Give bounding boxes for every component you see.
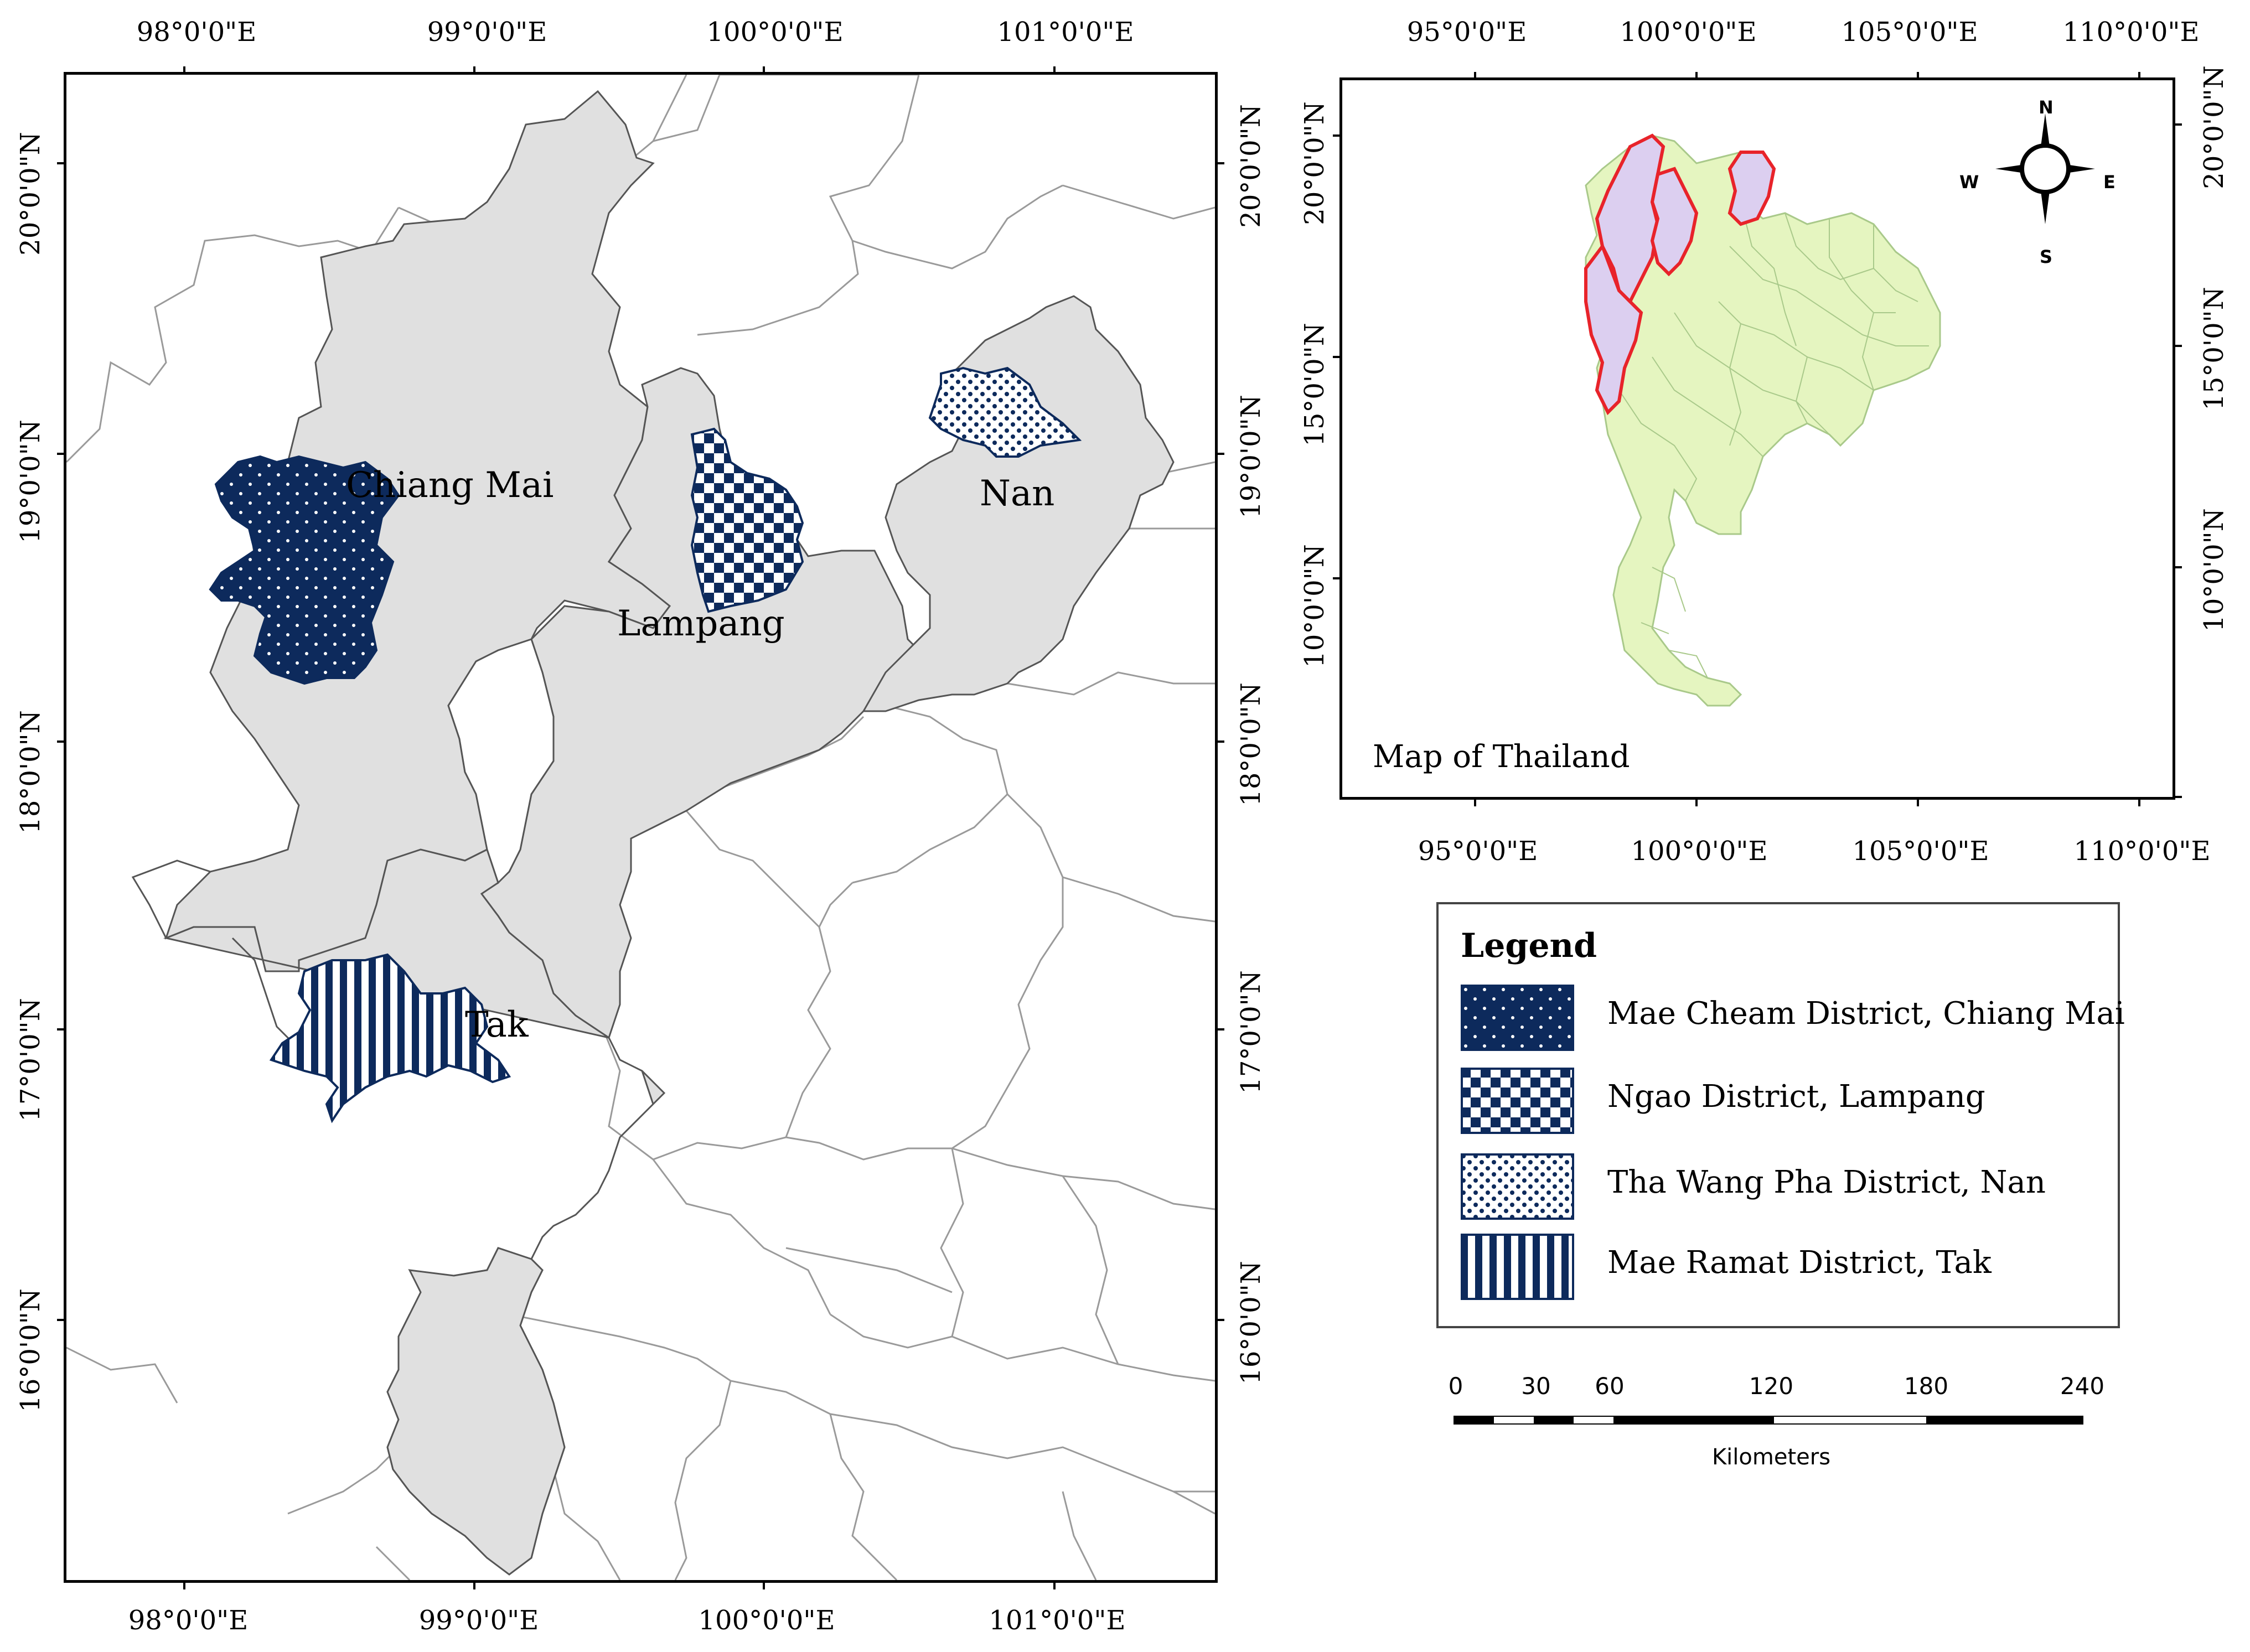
legend-swatch-mae-ramat	[1461, 1234, 1574, 1300]
scale-unit-label: Kilometers	[1711, 1444, 1831, 1470]
inset-x-tick-bottom-3: 105°0'0"E	[1852, 836, 1989, 867]
main-y-tick-left-5: 16°0'0"N	[15, 1288, 46, 1412]
inset-y-tick-left-2: 15°0'0"N	[1299, 323, 1330, 447]
inset-y-tick-right-3: 10°0'0"N	[2199, 508, 2230, 632]
legend-label-tha-wang-pha: Tha Wang Pha District, Nan	[1607, 1164, 2046, 1200]
province-lampang	[480, 367, 932, 1039]
main-y-tick-right-5: 16°0'0"N	[1235, 1261, 1266, 1385]
main-x-tick-top-2: 99°0'0"E	[427, 17, 547, 48]
inset-y-tick-left-1: 20°0'0"N	[1299, 101, 1330, 225]
main-y-tick-left-4: 17°0'0"N	[15, 998, 46, 1122]
inset-map-frame: N S E W Map of Thailand	[1339, 77, 2175, 800]
legend-label-mae-ramat: Mae Ramat District, Tak	[1607, 1245, 1992, 1281]
compass-n-label: N	[2039, 97, 2054, 118]
inset-map-title: Map of Thailand	[1373, 739, 1630, 775]
inset-x-tick-bottom-4: 110°0'0"E	[2073, 836, 2211, 867]
main-x-tick-bottom-3: 100°0'0"E	[698, 1605, 835, 1636]
main-x-tick-bottom-1: 98°0'0"E	[128, 1605, 249, 1636]
scale-tick-120: 120	[1749, 1373, 1794, 1400]
main-y-tick-right-3: 18°0'0"N	[1235, 682, 1266, 806]
inset-x-tick-top-2: 100°0'0"E	[1620, 17, 1757, 48]
highlight-chiang-mai	[1595, 133, 1665, 305]
label-nan: Nan	[980, 473, 1055, 514]
inset-y-tick-right-2: 15°0'0"N	[2199, 287, 2230, 411]
main-y-tick-left-3: 18°0'0"N	[15, 710, 46, 834]
main-map-frame: Chiang Mai Lampang Nan Tak	[64, 72, 1218, 1583]
main-x-tick-top-4: 101°0'0"E	[997, 17, 1134, 48]
main-map-canvas	[66, 75, 1215, 1580]
highlight-nan	[1727, 151, 1776, 226]
scale-tick-30: 30	[1521, 1373, 1551, 1400]
main-y-tick-left-2: 19°0'0"N	[15, 420, 46, 543]
compass-rose-icon	[1995, 113, 2095, 224]
compass-e-label: E	[2103, 172, 2115, 193]
label-tak: Tak	[465, 1004, 529, 1045]
province-tak-south	[386, 1247, 566, 1576]
district-ngao	[690, 427, 804, 613]
label-chiang-mai: Chiang Mai	[346, 465, 554, 506]
inset-x-tick-top-4: 110°0'0"E	[2062, 17, 2200, 48]
legend-title: Legend	[1461, 926, 1597, 965]
main-y-tick-right-1: 20°0'0"N	[1235, 104, 1266, 228]
inset-y-tick-left-3: 10°0'0"N	[1299, 544, 1330, 668]
main-x-tick-bottom-4: 101°0'0"E	[989, 1605, 1126, 1636]
district-tha-wang-pha	[928, 366, 1082, 458]
scale-tick-0: 0	[1448, 1373, 1463, 1400]
main-x-tick-top-3: 100°0'0"E	[706, 17, 844, 48]
inset-x-tick-top-1: 95°0'0"E	[1406, 17, 1527, 48]
main-x-tick-bottom-2: 99°0'0"E	[418, 1605, 539, 1636]
scale-tick-180: 180	[1904, 1373, 1949, 1400]
main-y-tick-left-1: 20°0'0"N	[15, 132, 46, 256]
legend-box: Legend Mae Cheam District, Chiang Mai Ng…	[1436, 902, 2125, 1328]
legend-label-ngao: Ngao District, Lampang	[1607, 1079, 1985, 1115]
scale-bar	[1454, 1416, 2083, 1425]
inset-x-tick-top-3: 105°0'0"E	[1841, 17, 1978, 48]
inset-x-tick-bottom-2: 100°0'0"E	[1631, 836, 1768, 867]
legend-swatch-ngao	[1461, 1068, 1574, 1134]
province-nan	[862, 295, 1175, 712]
legend-label-mae-cheam: Mae Cheam District, Chiang Mai	[1607, 996, 2125, 1032]
district-mae-cheam	[209, 455, 400, 685]
inset-y-tick-right-1: 20°0'0"N	[2199, 65, 2230, 189]
district-mae-ramat	[269, 953, 511, 1123]
main-y-tick-right-4: 17°0'0"N	[1235, 970, 1266, 1094]
legend-swatch-mae-cheam	[1461, 985, 1574, 1051]
province-fills	[163, 90, 1175, 1576]
thailand-shape	[1585, 134, 1941, 707]
inset-map-canvas	[1584, 133, 1941, 707]
province-gaps	[447, 638, 555, 884]
scale-tick-240: 240	[2060, 1373, 2105, 1400]
label-lampang: Lampang	[617, 603, 785, 644]
highlighted-provinces	[1584, 133, 1776, 416]
compass-s-label: S	[2040, 246, 2053, 267]
inset-x-tick-bottom-1: 95°0'0"E	[1418, 836, 1538, 867]
highlight-lampang	[1650, 167, 1699, 277]
legend-swatch-tha-wang-pha	[1461, 1153, 1574, 1220]
compass-w-label: W	[1959, 172, 1979, 193]
main-y-tick-right-2: 19°0'0"N	[1235, 395, 1266, 519]
main-x-tick-top-1: 98°0'0"E	[136, 17, 257, 48]
scale-tick-60: 60	[1595, 1373, 1625, 1400]
highlight-tak	[1584, 242, 1643, 416]
